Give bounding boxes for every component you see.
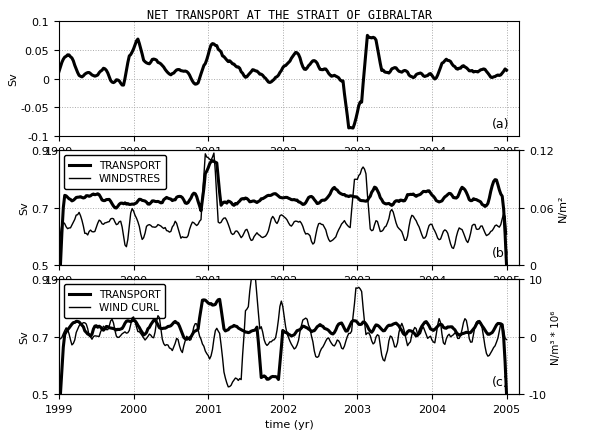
TRANSPORT (473, 198, 480, 203)
Title: NET TRANSPORT AT THE STRAIT OF GIBRALTAR: NET TRANSPORT AT THE STRAIT OF GIBRALTAR (146, 9, 432, 22)
TRANSPORT (68, 321, 76, 327)
Line: WIND CURL: WIND CURL (59, 279, 507, 387)
WIND CURL (372, 335, 379, 340)
WIND CURL (198, 337, 205, 342)
Y-axis label: Sv: Sv (19, 330, 29, 343)
TRANSPORT (68, 199, 76, 204)
WINDSTRES (55, 245, 63, 251)
WINDSTRES (371, 223, 378, 228)
TRANSPORT (371, 325, 378, 330)
WINDSTRES (176, 231, 183, 236)
Line: WINDSTRES: WINDSTRES (59, 154, 507, 249)
WIND CURL (474, 319, 481, 324)
WINDSTRES (450, 246, 457, 251)
WIND CURL (176, 343, 183, 349)
WINDSTRES (474, 227, 481, 233)
WIND CURL (68, 343, 76, 348)
WINDSTRES (198, 218, 205, 223)
WIND CURL (409, 328, 417, 333)
TRANSPORT (503, 263, 510, 268)
Line: TRANSPORT: TRANSPORT (59, 300, 507, 394)
TRANSPORT (473, 322, 480, 327)
X-axis label: time (yr): time (yr) (265, 420, 313, 429)
Legend: TRANSPORT, WIND CURL: TRANSPORT, WIND CURL (64, 285, 165, 318)
WIND CURL (503, 337, 510, 343)
TRANSPORT (198, 208, 205, 214)
WINDSTRES (211, 151, 218, 156)
WINDSTRES (503, 232, 510, 237)
TRANSPORT (55, 263, 63, 268)
Legend: TRANSPORT, WINDSTRES: TRANSPORT, WINDSTRES (64, 156, 166, 189)
TRANSPORT (55, 392, 63, 397)
WIND CURL (225, 385, 232, 390)
Y-axis label: N/m³ * 10⁶: N/m³ * 10⁶ (551, 310, 561, 364)
Y-axis label: N/m²: N/m² (558, 194, 568, 222)
TRANSPORT (408, 329, 415, 334)
TRANSPORT (371, 185, 378, 191)
TRANSPORT (198, 307, 205, 312)
WINDSTRES (68, 223, 76, 228)
WIND CURL (249, 277, 256, 282)
Y-axis label: Sv: Sv (19, 201, 29, 215)
Text: (c): (c) (492, 375, 509, 389)
Y-axis label: Sv: Sv (8, 73, 18, 86)
TRANSPORT (209, 159, 216, 164)
TRANSPORT (176, 194, 183, 200)
Text: (b): (b) (491, 247, 509, 260)
WIND CURL (55, 336, 63, 342)
TRANSPORT (408, 192, 415, 198)
TRANSPORT (503, 392, 510, 397)
TRANSPORT (176, 324, 183, 329)
TRANSPORT (216, 297, 223, 302)
Text: (a): (a) (491, 118, 509, 131)
Line: TRANSPORT: TRANSPORT (59, 161, 507, 265)
WINDSTRES (408, 213, 415, 219)
